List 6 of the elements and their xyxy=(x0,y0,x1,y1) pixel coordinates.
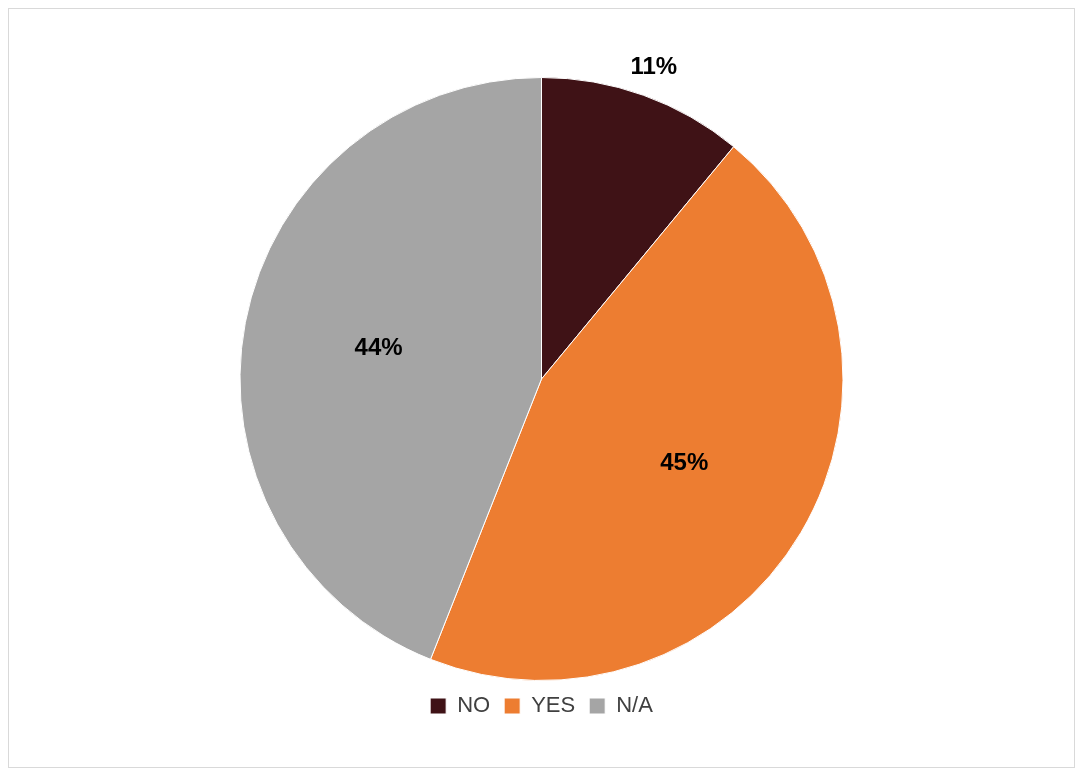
data-label: 44% xyxy=(354,332,403,360)
legend-label: N/A xyxy=(616,692,654,718)
legend-label: NO xyxy=(457,692,491,718)
data-label: 45% xyxy=(660,448,709,476)
legend-label: YES xyxy=(531,692,576,718)
data-label: 11% xyxy=(630,51,678,79)
